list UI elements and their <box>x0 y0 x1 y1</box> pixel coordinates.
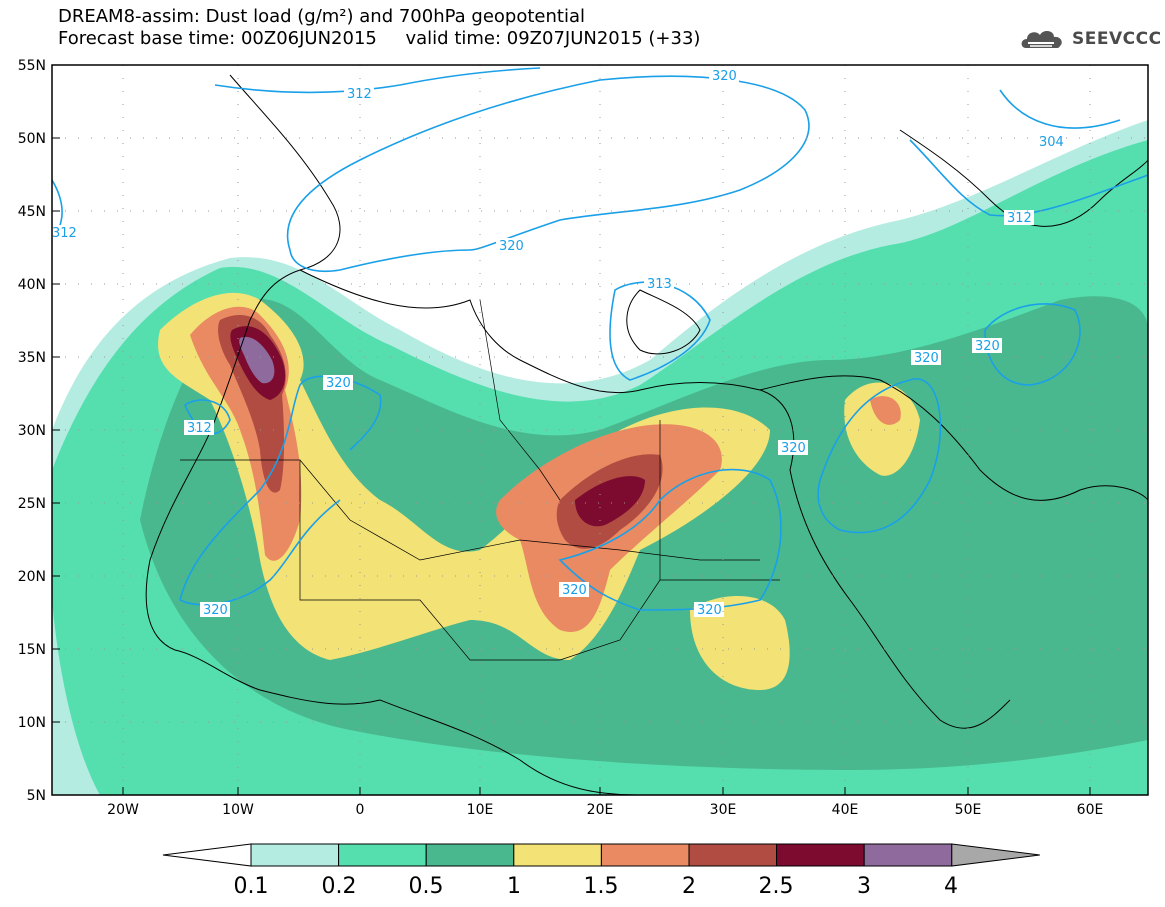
lon-label: 20E <box>587 802 614 818</box>
colorbar-swatch <box>863 843 953 867</box>
seevccc-logo: SEEVCCC <box>1018 24 1162 54</box>
colorbar-label: 4 <box>944 874 958 899</box>
contour-312-north <box>214 67 541 94</box>
dust-field: 312 320 304 312 312 320 320 313 320 320 … <box>52 65 1148 795</box>
contour-304-east <box>999 89 1121 129</box>
contour-label-313: 313 <box>647 277 672 292</box>
colorbar-swatch <box>600 843 690 867</box>
contour-label-320: 320 <box>712 69 737 84</box>
colorbar-labels: 0.1 0.2 0.5 1 1.5 2 2.5 3 4 <box>234 874 959 899</box>
lon-label: 10E <box>467 802 494 818</box>
axis-ticks <box>52 64 1091 796</box>
lat-label: 55N <box>18 58 46 74</box>
dust-load-map: 312 320 304 312 312 320 320 313 320 320 … <box>18 58 1149 818</box>
contour-labels: 312 320 304 312 312 320 320 313 320 320 … <box>52 68 1066 618</box>
contour-label-320: 320 <box>975 339 1000 354</box>
geopotential-contours <box>52 67 1148 611</box>
lon-label: 30E <box>710 802 737 818</box>
latitude-labels: 55N 50N 45N 40N 35N 30N 25N 20N 15N 10N … <box>18 58 46 804</box>
colorbar-swatch <box>338 843 427 867</box>
contour-label-312: 312 <box>52 226 77 241</box>
contour-label-304: 304 <box>1039 135 1064 150</box>
lat-label: 5N <box>27 788 46 804</box>
colorbar-label: 1 <box>507 874 521 899</box>
lat-label: 25N <box>18 496 46 512</box>
dust-region-1-sudan <box>690 596 790 690</box>
colorbar-swatch <box>250 843 340 867</box>
colorbar-swatches <box>162 843 1040 867</box>
colorbar-swatch <box>688 843 778 867</box>
contour-label-320: 320 <box>697 603 722 618</box>
contour-320-europe <box>286 75 810 273</box>
lat-label: 15N <box>18 642 46 658</box>
title-base-time: Forecast base time: 00Z06JUN2015 <box>58 28 377 49</box>
colorbar: 0.1 0.2 0.5 1 1.5 2 2.5 3 4 <box>162 843 1040 899</box>
logo-text: SEEVCCC <box>1072 29 1162 49</box>
contour-label-320: 320 <box>326 376 351 391</box>
contour-label-320: 320 <box>203 603 228 618</box>
dust-region-1 <box>158 292 771 660</box>
contour-320-west <box>179 375 382 601</box>
lat-label: 40N <box>18 277 46 293</box>
lat-label: 35N <box>18 350 46 366</box>
lon-label: 0 <box>356 802 365 818</box>
contour-label-320: 320 <box>781 441 806 456</box>
contour-label-320: 320 <box>562 583 587 598</box>
colorbar-min-arrow <box>162 843 252 867</box>
title-line-1: DREAM8-assim: Dust load (g/m²) and 700hP… <box>58 6 585 27</box>
lat-label: 45N <box>18 204 46 220</box>
lon-label: 50E <box>955 802 982 818</box>
lon-label: 20W <box>107 802 139 818</box>
colorbar-label: 2 <box>682 874 696 899</box>
contour-label-312: 312 <box>187 421 212 436</box>
colorbar-label: 2.5 <box>759 874 794 899</box>
contour-label-320: 320 <box>914 351 939 366</box>
map-title-block: DREAM8-assim: Dust load (g/m²) and 700hP… <box>58 6 700 50</box>
contour-label-312: 312 <box>347 87 372 102</box>
dust-region-1.5-east <box>870 396 901 425</box>
lat-label: 30N <box>18 423 46 439</box>
colorbar-label: 1.5 <box>584 874 619 899</box>
colorbar-label: 3 <box>857 874 871 899</box>
colorbar-swatch <box>425 843 515 867</box>
title-valid-time: valid time: 09Z07JUN2015 (+33) <box>405 28 701 49</box>
colorbar-max-arrow <box>951 843 1040 867</box>
lon-label: 60E <box>1077 802 1104 818</box>
contour-320-arabia <box>817 378 942 534</box>
contour-312-caspian <box>909 139 1148 217</box>
lon-label: 10W <box>222 802 254 818</box>
dust-region-2.5-libya <box>575 476 645 527</box>
contour-320-central <box>558 468 782 611</box>
colorbar-label: 0.2 <box>322 874 357 899</box>
contour-320-iran <box>984 303 1081 386</box>
longitude-labels: 20W 10W 0 10E 20E 30E 40E 50E 60E <box>107 802 1103 818</box>
lon-label: 40E <box>832 802 859 818</box>
lat-label: 20N <box>18 569 46 585</box>
cloud-logo-icon <box>1021 31 1062 48</box>
dust-region-3 <box>239 336 275 384</box>
colorbar-label: 0.5 <box>409 874 444 899</box>
colorbar-label: 0.1 <box>234 874 269 899</box>
contour-label-320: 320 <box>499 239 524 254</box>
colorbar-swatch <box>513 843 602 867</box>
graticule <box>52 65 1148 795</box>
lat-label: 50N <box>18 131 46 147</box>
coastlines <box>145 74 1148 795</box>
lat-label: 10N <box>18 715 46 731</box>
colorbar-swatch <box>776 843 865 867</box>
contour-label-312: 312 <box>1007 211 1032 226</box>
